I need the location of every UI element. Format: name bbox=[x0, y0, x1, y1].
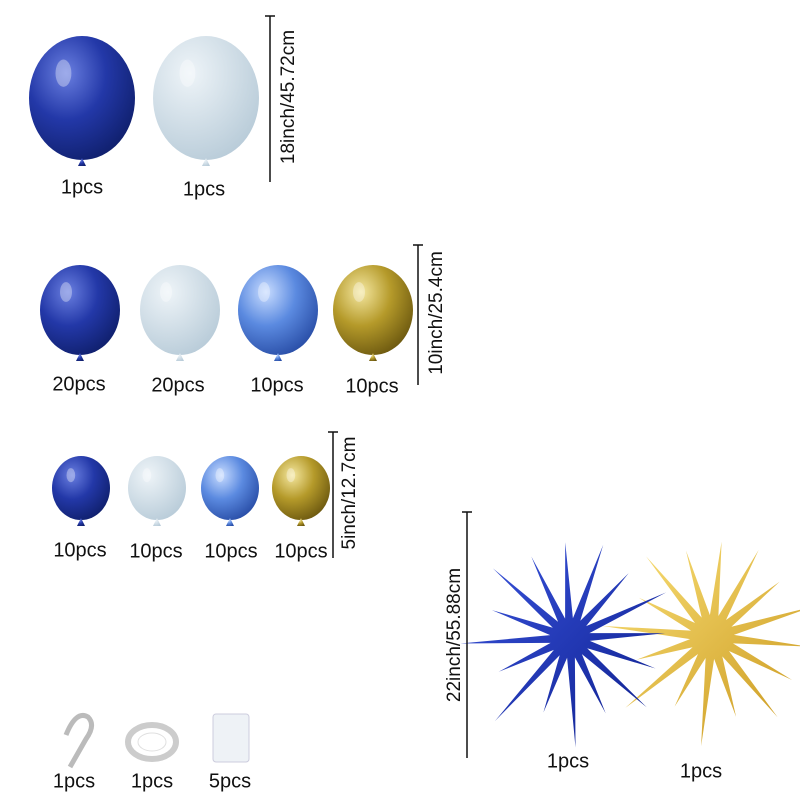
balloon bbox=[153, 36, 259, 160]
balloon-shine bbox=[66, 468, 76, 483]
balloon bbox=[128, 456, 186, 520]
balloon-shine bbox=[215, 468, 225, 483]
count-label: 5pcs bbox=[209, 770, 251, 792]
balloon-shine bbox=[286, 468, 296, 483]
balloon bbox=[201, 456, 259, 520]
balloon-shine bbox=[60, 282, 72, 302]
balloon-knot bbox=[297, 518, 305, 526]
count-label: 10pcs bbox=[274, 540, 327, 562]
balloon-shine bbox=[258, 282, 270, 302]
balloons bbox=[29, 36, 413, 526]
count-label: 10pcs bbox=[250, 374, 303, 396]
balloon-knot bbox=[176, 353, 184, 361]
balloon-knot bbox=[226, 518, 234, 526]
count-label: 1pcs bbox=[183, 178, 225, 200]
balloon-shine bbox=[353, 282, 365, 302]
count-label: 1pcs bbox=[61, 176, 103, 198]
count-label: 1pcs bbox=[53, 770, 95, 792]
balloon-knot bbox=[369, 353, 377, 361]
balloon-knot bbox=[77, 518, 85, 526]
balloon bbox=[52, 456, 110, 520]
balloon-shine bbox=[160, 282, 172, 302]
balloon-knot bbox=[78, 158, 86, 166]
size-label: 18inch/45.72cm bbox=[278, 30, 299, 164]
balloon bbox=[40, 265, 120, 355]
count-label: 10pcs bbox=[345, 375, 398, 397]
size-label: 22inch/55.88cm bbox=[444, 568, 465, 702]
accessory-icons bbox=[63, 713, 250, 769]
balloon-shine bbox=[179, 59, 196, 87]
count-label: 20pcs bbox=[151, 374, 204, 396]
count-label: 1pcs bbox=[547, 750, 589, 772]
balloon-knot bbox=[202, 158, 210, 166]
starbursts bbox=[460, 541, 800, 748]
balloon-knot bbox=[76, 353, 84, 361]
starburst bbox=[602, 541, 800, 747]
balloon bbox=[272, 456, 330, 520]
balloon bbox=[140, 265, 220, 355]
balloon bbox=[29, 36, 135, 160]
balloon-knot bbox=[274, 353, 282, 361]
count-label: 1pcs bbox=[680, 760, 722, 782]
count-label: 1pcs bbox=[131, 770, 173, 792]
count-label: 10pcs bbox=[53, 539, 106, 561]
size-arrows bbox=[265, 15, 472, 758]
balloon-shine bbox=[142, 468, 152, 483]
count-label: 20pcs bbox=[52, 373, 105, 395]
count-label: 10pcs bbox=[129, 540, 182, 562]
starburst bbox=[460, 542, 667, 748]
count-label: 10pcs bbox=[204, 540, 257, 562]
balloon-shine bbox=[55, 59, 72, 87]
size-label: 5inch/12.7cm bbox=[339, 436, 360, 549]
balloon bbox=[238, 265, 318, 355]
size-label: 10inch/25.4cm bbox=[426, 251, 447, 375]
balloon bbox=[333, 265, 413, 355]
balloon-knot bbox=[153, 518, 161, 526]
